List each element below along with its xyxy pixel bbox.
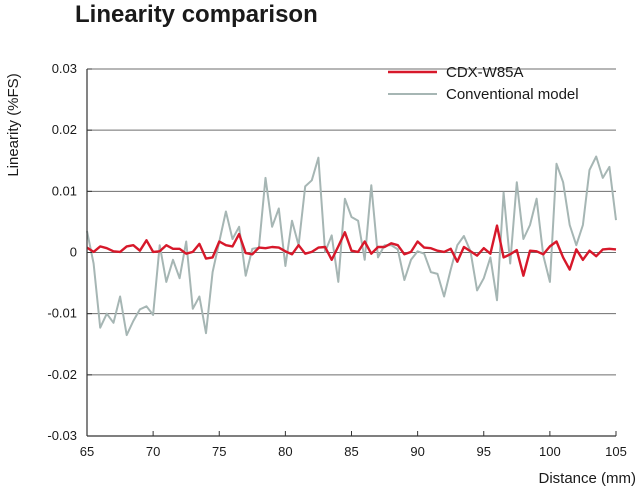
y-tick-label-6: 0.03 — [52, 61, 77, 76]
x-tick-label-2: 75 — [212, 444, 226, 459]
y-tick-labels: -0.03 -0.02 -0.01 0 0.01 0.02 0.03 — [47, 61, 77, 443]
x-tick-label-3: 80 — [278, 444, 292, 459]
legend-label-0: CDX-W85A — [446, 64, 524, 81]
legend-label-1: Conventional model — [446, 86, 579, 103]
y-tick-label-3: 0 — [70, 245, 77, 260]
y-axis-label: Linearity (%FS) — [5, 73, 22, 176]
x-tick-label-8: 105 — [605, 444, 627, 459]
x-tick-label-7: 100 — [539, 444, 561, 459]
y-tick-label-2: -0.01 — [47, 306, 77, 321]
x-tick-labels: 65 70 75 80 85 90 95 100 105 — [80, 444, 627, 459]
x-axis-label: Distance (mm) — [538, 470, 636, 487]
x-tick-label-6: 95 — [477, 444, 491, 459]
y-tick-label-5: 0.02 — [52, 122, 77, 137]
x-tick-label-1: 70 — [146, 444, 160, 459]
series-line-0 — [86, 224, 617, 277]
chart-title: Linearity comparison — [75, 1, 318, 28]
y-tick-label-1: -0.02 — [47, 367, 77, 382]
x-tick-label-0: 65 — [80, 444, 94, 459]
x-tick-label-5: 90 — [410, 444, 424, 459]
y-tick-label-4: 0.01 — [52, 183, 77, 198]
series-lines — [86, 155, 617, 337]
y-tick-label-0: -0.03 — [47, 428, 77, 443]
series-line-1 — [86, 155, 617, 337]
gridlines — [87, 68, 616, 376]
legend: CDX-W85A Conventional model — [388, 64, 579, 103]
x-tick-label-4: 85 — [344, 444, 358, 459]
axes — [86, 68, 617, 437]
